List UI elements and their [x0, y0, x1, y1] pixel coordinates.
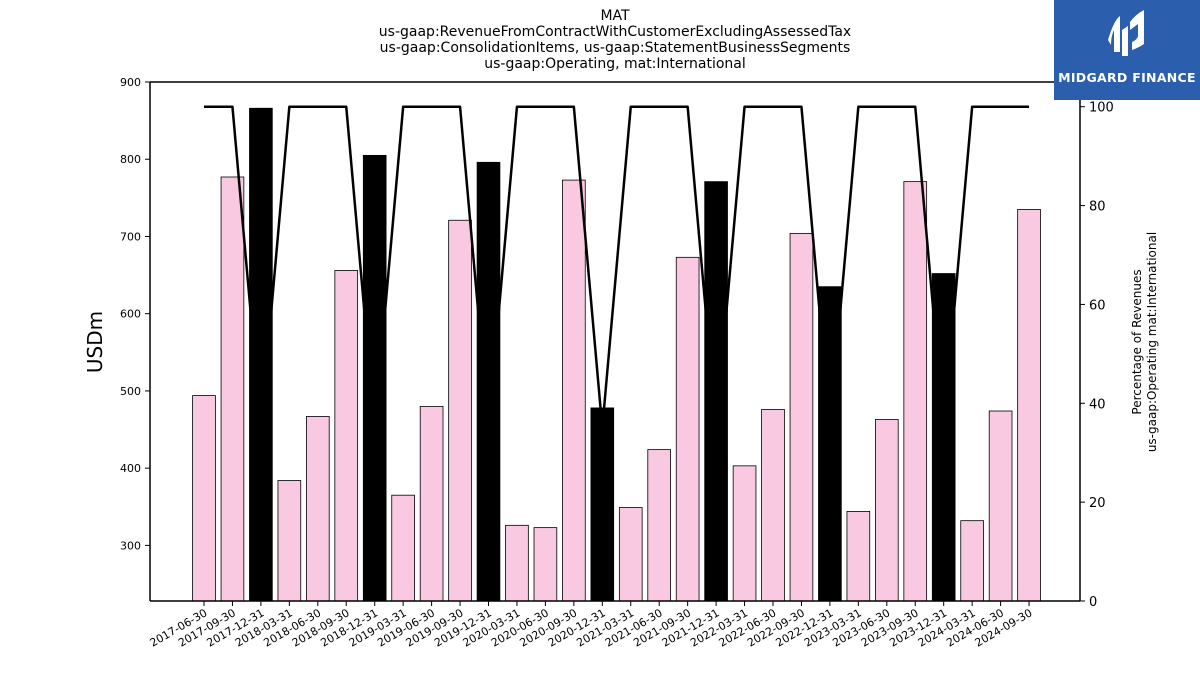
bar-2017-12-31: [249, 107, 273, 602]
line-layer: [204, 105, 1030, 430]
bar-2018-03-31: [277, 480, 302, 602]
bar-2022-03-31: [732, 465, 757, 602]
y2-tick-label-0: 0: [1089, 595, 1097, 610]
y-tick-label-300: 300: [120, 539, 141, 552]
y2-tick-label-80: 80: [1089, 200, 1106, 215]
chart-title-line-2: us-gaap:RevenueFromContractWithCustomerE…: [378, 24, 852, 40]
bar-2019-09-30: [448, 219, 472, 602]
y-tick-label-500: 500: [120, 385, 141, 398]
bar-2021-03-31: [618, 507, 643, 602]
y2-tick-label-20: 20: [1089, 496, 1106, 511]
logo-text: MIDGARD FINANCE: [1058, 70, 1196, 85]
y2-tick-label-60: 60: [1089, 298, 1106, 313]
bar-2020-12-31: [590, 407, 615, 602]
bar-2021-06-30: [647, 449, 671, 602]
bar-2018-12-31: [362, 154, 387, 602]
y-tick-label-900: 900: [120, 76, 141, 89]
bar-2022-06-30: [761, 409, 785, 602]
bar-2022-09-30: [789, 232, 814, 602]
bar-2023-03-31: [846, 511, 871, 602]
chart-title-line-1: MAT: [600, 8, 630, 24]
bar-2021-12-31: [704, 181, 728, 602]
bars-layer: [192, 107, 1041, 602]
y2-tick-label-100: 100: [1089, 101, 1114, 116]
bar-2020-06-30: [533, 527, 558, 602]
bar-2018-09-30: [334, 270, 359, 602]
percentage-line: [204, 105, 1030, 430]
bar-2024-09-30: [1017, 209, 1041, 602]
bar-2021-09-30: [675, 256, 700, 602]
midgard-finance-logo: MIDGARD FINANCE: [1054, 0, 1200, 100]
bar-2023-12-31: [931, 273, 956, 602]
bar-2020-09-30: [562, 179, 586, 602]
bar-2024-06-30: [988, 410, 1013, 602]
bar-2023-09-30: [903, 181, 928, 602]
chart-title-line-4: us-gaap:Operating, mat:International: [484, 56, 746, 72]
bar-2023-06-30: [875, 419, 899, 602]
bar-2019-03-31: [391, 494, 415, 602]
y-tick-label-800: 800: [120, 153, 141, 166]
bar-2017-09-30: [220, 176, 245, 602]
bar-2018-06-30: [305, 416, 330, 602]
y-tick-label-400: 400: [120, 462, 141, 475]
y-tick-label-600: 600: [120, 308, 141, 321]
y-tick-label-700: 700: [120, 230, 141, 243]
bar-2020-03-31: [505, 524, 529, 602]
bar-2024-03-31: [960, 520, 984, 602]
bar-2019-06-30: [419, 405, 444, 602]
bar-2017-06-30: [192, 395, 216, 602]
y2-tick-label-40: 40: [1089, 397, 1106, 412]
logo-mark-icon: [1108, 10, 1144, 56]
axes-layer: 3004005006007008009000204060801002017-06…: [120, 76, 1114, 650]
bar-2019-12-31: [476, 161, 501, 602]
chart-title-line-3: us-gaap:ConsolidationItems, us-gaap:Stat…: [379, 40, 851, 56]
